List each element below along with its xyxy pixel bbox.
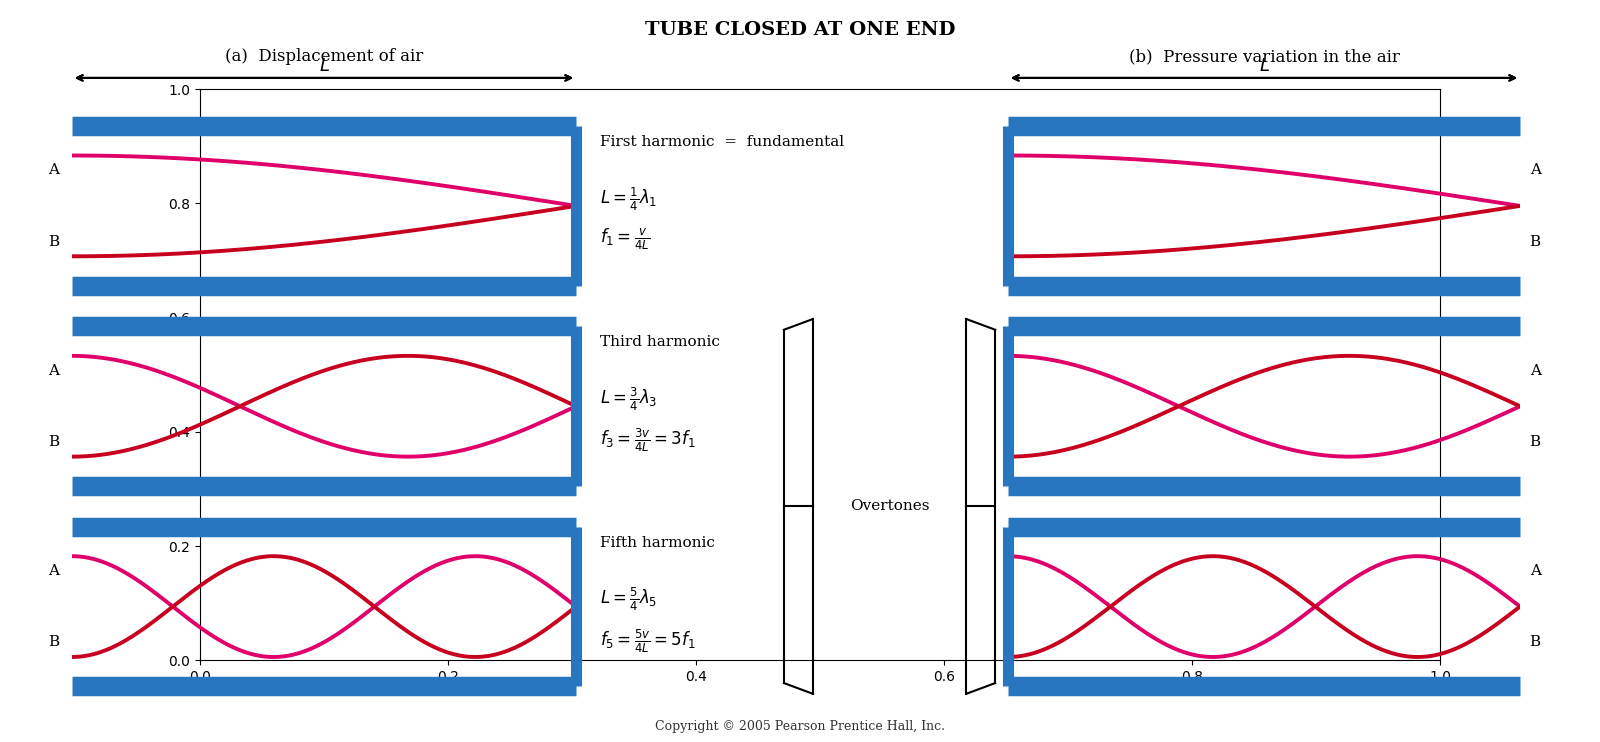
Text: Copyright © 2005 Pearson Prentice Hall, Inc.: Copyright © 2005 Pearson Prentice Hall, …	[654, 720, 946, 733]
Text: A: A	[1530, 163, 1541, 177]
Text: (a)  Displacement of air: (a) Displacement of air	[226, 48, 422, 65]
Text: $f_1 = \frac{v}{4L}$: $f_1 = \frac{v}{4L}$	[600, 227, 650, 252]
Text: A: A	[48, 163, 59, 177]
Text: B: B	[48, 234, 59, 249]
Text: (b)  Pressure variation in the air: (b) Pressure variation in the air	[1128, 48, 1400, 65]
Text: B: B	[48, 435, 59, 449]
Text: B: B	[1530, 635, 1541, 649]
Text: A: A	[48, 364, 59, 378]
Text: $L$: $L$	[1259, 57, 1269, 75]
Text: TUBE CLOSED AT ONE END: TUBE CLOSED AT ONE END	[645, 21, 955, 39]
Text: $f_3 = \frac{3v}{4L} = 3f_1$: $f_3 = \frac{3v}{4L} = 3f_1$	[600, 427, 696, 454]
Text: $L$: $L$	[318, 57, 330, 75]
Text: A: A	[1530, 364, 1541, 378]
Text: Overtones: Overtones	[850, 499, 930, 513]
Text: $L = \frac{3}{4}\lambda_3$: $L = \frac{3}{4}\lambda_3$	[600, 386, 658, 413]
Text: B: B	[1530, 435, 1541, 449]
Text: Third harmonic: Third harmonic	[600, 335, 720, 349]
Text: Fifth harmonic: Fifth harmonic	[600, 536, 715, 550]
Text: $L = \frac{1}{4}\lambda_1$: $L = \frac{1}{4}\lambda_1$	[600, 185, 658, 212]
Text: $L = \frac{5}{4}\lambda_5$: $L = \frac{5}{4}\lambda_5$	[600, 586, 658, 613]
Text: B: B	[48, 635, 59, 649]
Text: A: A	[48, 564, 59, 578]
Text: B: B	[1530, 234, 1541, 249]
Text: First harmonic  =  fundamental: First harmonic = fundamental	[600, 135, 845, 149]
Text: A: A	[1530, 564, 1541, 578]
Text: $f_5 = \frac{5v}{4L} = 5f_1$: $f_5 = \frac{5v}{4L} = 5f_1$	[600, 628, 696, 654]
